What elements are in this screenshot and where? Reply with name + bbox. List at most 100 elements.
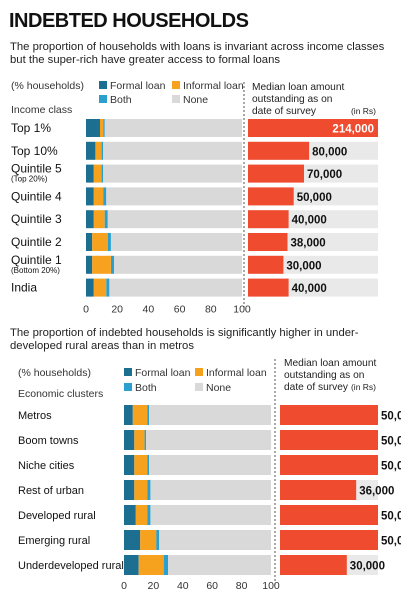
legend-label: Both	[135, 382, 157, 394]
bar-segment	[134, 430, 145, 450]
legend-label: None	[206, 382, 231, 394]
median-bar	[248, 141, 310, 160]
legend-swatch	[195, 368, 203, 376]
bar-segment	[124, 480, 135, 500]
median-bar	[280, 505, 378, 525]
legend-label: Formal loan	[135, 367, 191, 379]
chart-subtitle-income: The proportion of households with loans …	[10, 41, 385, 66]
median-value-label: 50,000	[381, 436, 401, 448]
category-label: Underdeveloped rural	[18, 560, 124, 572]
median-title: outstanding as on	[252, 94, 332, 105]
median-bar	[248, 233, 288, 251]
bar-segment	[156, 530, 160, 550]
bar-segment	[101, 141, 104, 160]
economic-clusters-chart: (% households) Formal loan Informal loan Bo…	[18, 358, 401, 592]
category-label: Rest of urban	[18, 485, 84, 497]
category-label: Developed rural	[18, 510, 96, 522]
category-label: Quintile 3	[11, 212, 62, 226]
chart-subtitle-clusters: The proportion of indebted households is…	[10, 327, 359, 352]
category-note: (Top 20%)	[11, 175, 48, 184]
category-label: India	[11, 281, 37, 295]
median-bar	[248, 210, 289, 229]
bar-segment	[124, 555, 139, 575]
bar-segment	[111, 255, 115, 274]
legend-swatch	[99, 81, 107, 89]
category-label: Quintile 5	[11, 162, 62, 176]
bar-segment	[103, 164, 242, 183]
legend-swatch	[124, 383, 132, 391]
bar-segment	[124, 405, 133, 425]
bar-segment	[100, 119, 104, 137]
median-value-label: 40,000	[292, 283, 327, 295]
legend-label: Informal loan	[183, 80, 244, 92]
bar-segment	[124, 530, 141, 550]
median-bar	[280, 480, 357, 500]
bar-segment	[159, 530, 271, 550]
bar-segment	[104, 119, 242, 137]
legend-label: Formal loan	[110, 80, 166, 92]
bar-segment	[144, 430, 147, 450]
median-bar	[248, 164, 304, 183]
category-label: Emerging rural	[18, 535, 90, 547]
bar-segment	[140, 530, 157, 550]
median-bar	[248, 255, 284, 274]
bar-segment	[109, 278, 243, 297]
category-label: Boom towns	[18, 435, 79, 447]
median-bar	[248, 278, 289, 297]
bar-segment	[86, 233, 93, 251]
bar-segment	[86, 210, 94, 229]
bar-segment	[163, 555, 169, 575]
median-value-label: 50,000	[381, 461, 401, 473]
unit-label: (% households)	[18, 367, 91, 379]
bar-segment	[134, 480, 148, 500]
bar-segment	[86, 255, 93, 274]
median-bar	[280, 530, 378, 550]
row-header: Economic clusters	[18, 388, 103, 400]
bar-segment	[103, 119, 105, 137]
median-bar	[280, 430, 378, 450]
median-unit: (in Rs)	[351, 106, 376, 116]
bar-segment	[86, 278, 94, 297]
x-tick-label: 100	[262, 580, 280, 592]
x-tick-label: 20	[148, 580, 160, 592]
median-bar	[280, 555, 347, 575]
legend-swatch	[195, 383, 203, 391]
category-label: Quintile 2	[11, 235, 62, 249]
bar-segment	[147, 455, 149, 475]
bar-segment	[124, 505, 136, 525]
median-bar	[248, 119, 378, 137]
bar-segment	[149, 455, 271, 475]
legend-swatch	[124, 368, 132, 376]
income-class-chart: (% households) Formal loan Informal loan Bo…	[11, 80, 378, 316]
category-label: Quintile 1	[11, 253, 62, 267]
bar-segment	[107, 210, 242, 229]
category-label: Top 1%	[11, 121, 51, 135]
x-tick-label: 40	[143, 304, 155, 316]
category-label: Niche cities	[18, 460, 75, 472]
bar-segment	[107, 233, 111, 251]
bar-segment	[124, 430, 135, 450]
bar-segment	[147, 505, 151, 525]
median-value-label: 50,000	[381, 511, 401, 523]
x-tick-label: 60	[206, 580, 218, 592]
category-label: Quintile 4	[11, 189, 62, 203]
bar-segment	[150, 505, 271, 525]
bar-segment	[104, 210, 108, 229]
category-label: Top 10%	[11, 144, 58, 158]
median-title: Median loan amount	[284, 358, 376, 369]
median-value-label: 214,000	[332, 124, 374, 136]
bar-segment	[106, 187, 242, 206]
bar-segment	[101, 164, 104, 183]
bar-segment	[86, 187, 94, 206]
median-value-label: 50,000	[297, 192, 332, 204]
bar-segment	[103, 187, 107, 206]
legend-label: Both	[110, 94, 132, 106]
bar-segment	[93, 210, 105, 229]
median-value-label: 70,000	[307, 169, 342, 181]
median-value-label: 50,000	[381, 536, 401, 548]
bar-segment	[138, 555, 164, 575]
x-tick-label: 0	[121, 580, 127, 592]
x-tick-label: 20	[111, 304, 123, 316]
legend-swatch	[99, 95, 107, 103]
legend-swatch	[172, 81, 180, 89]
